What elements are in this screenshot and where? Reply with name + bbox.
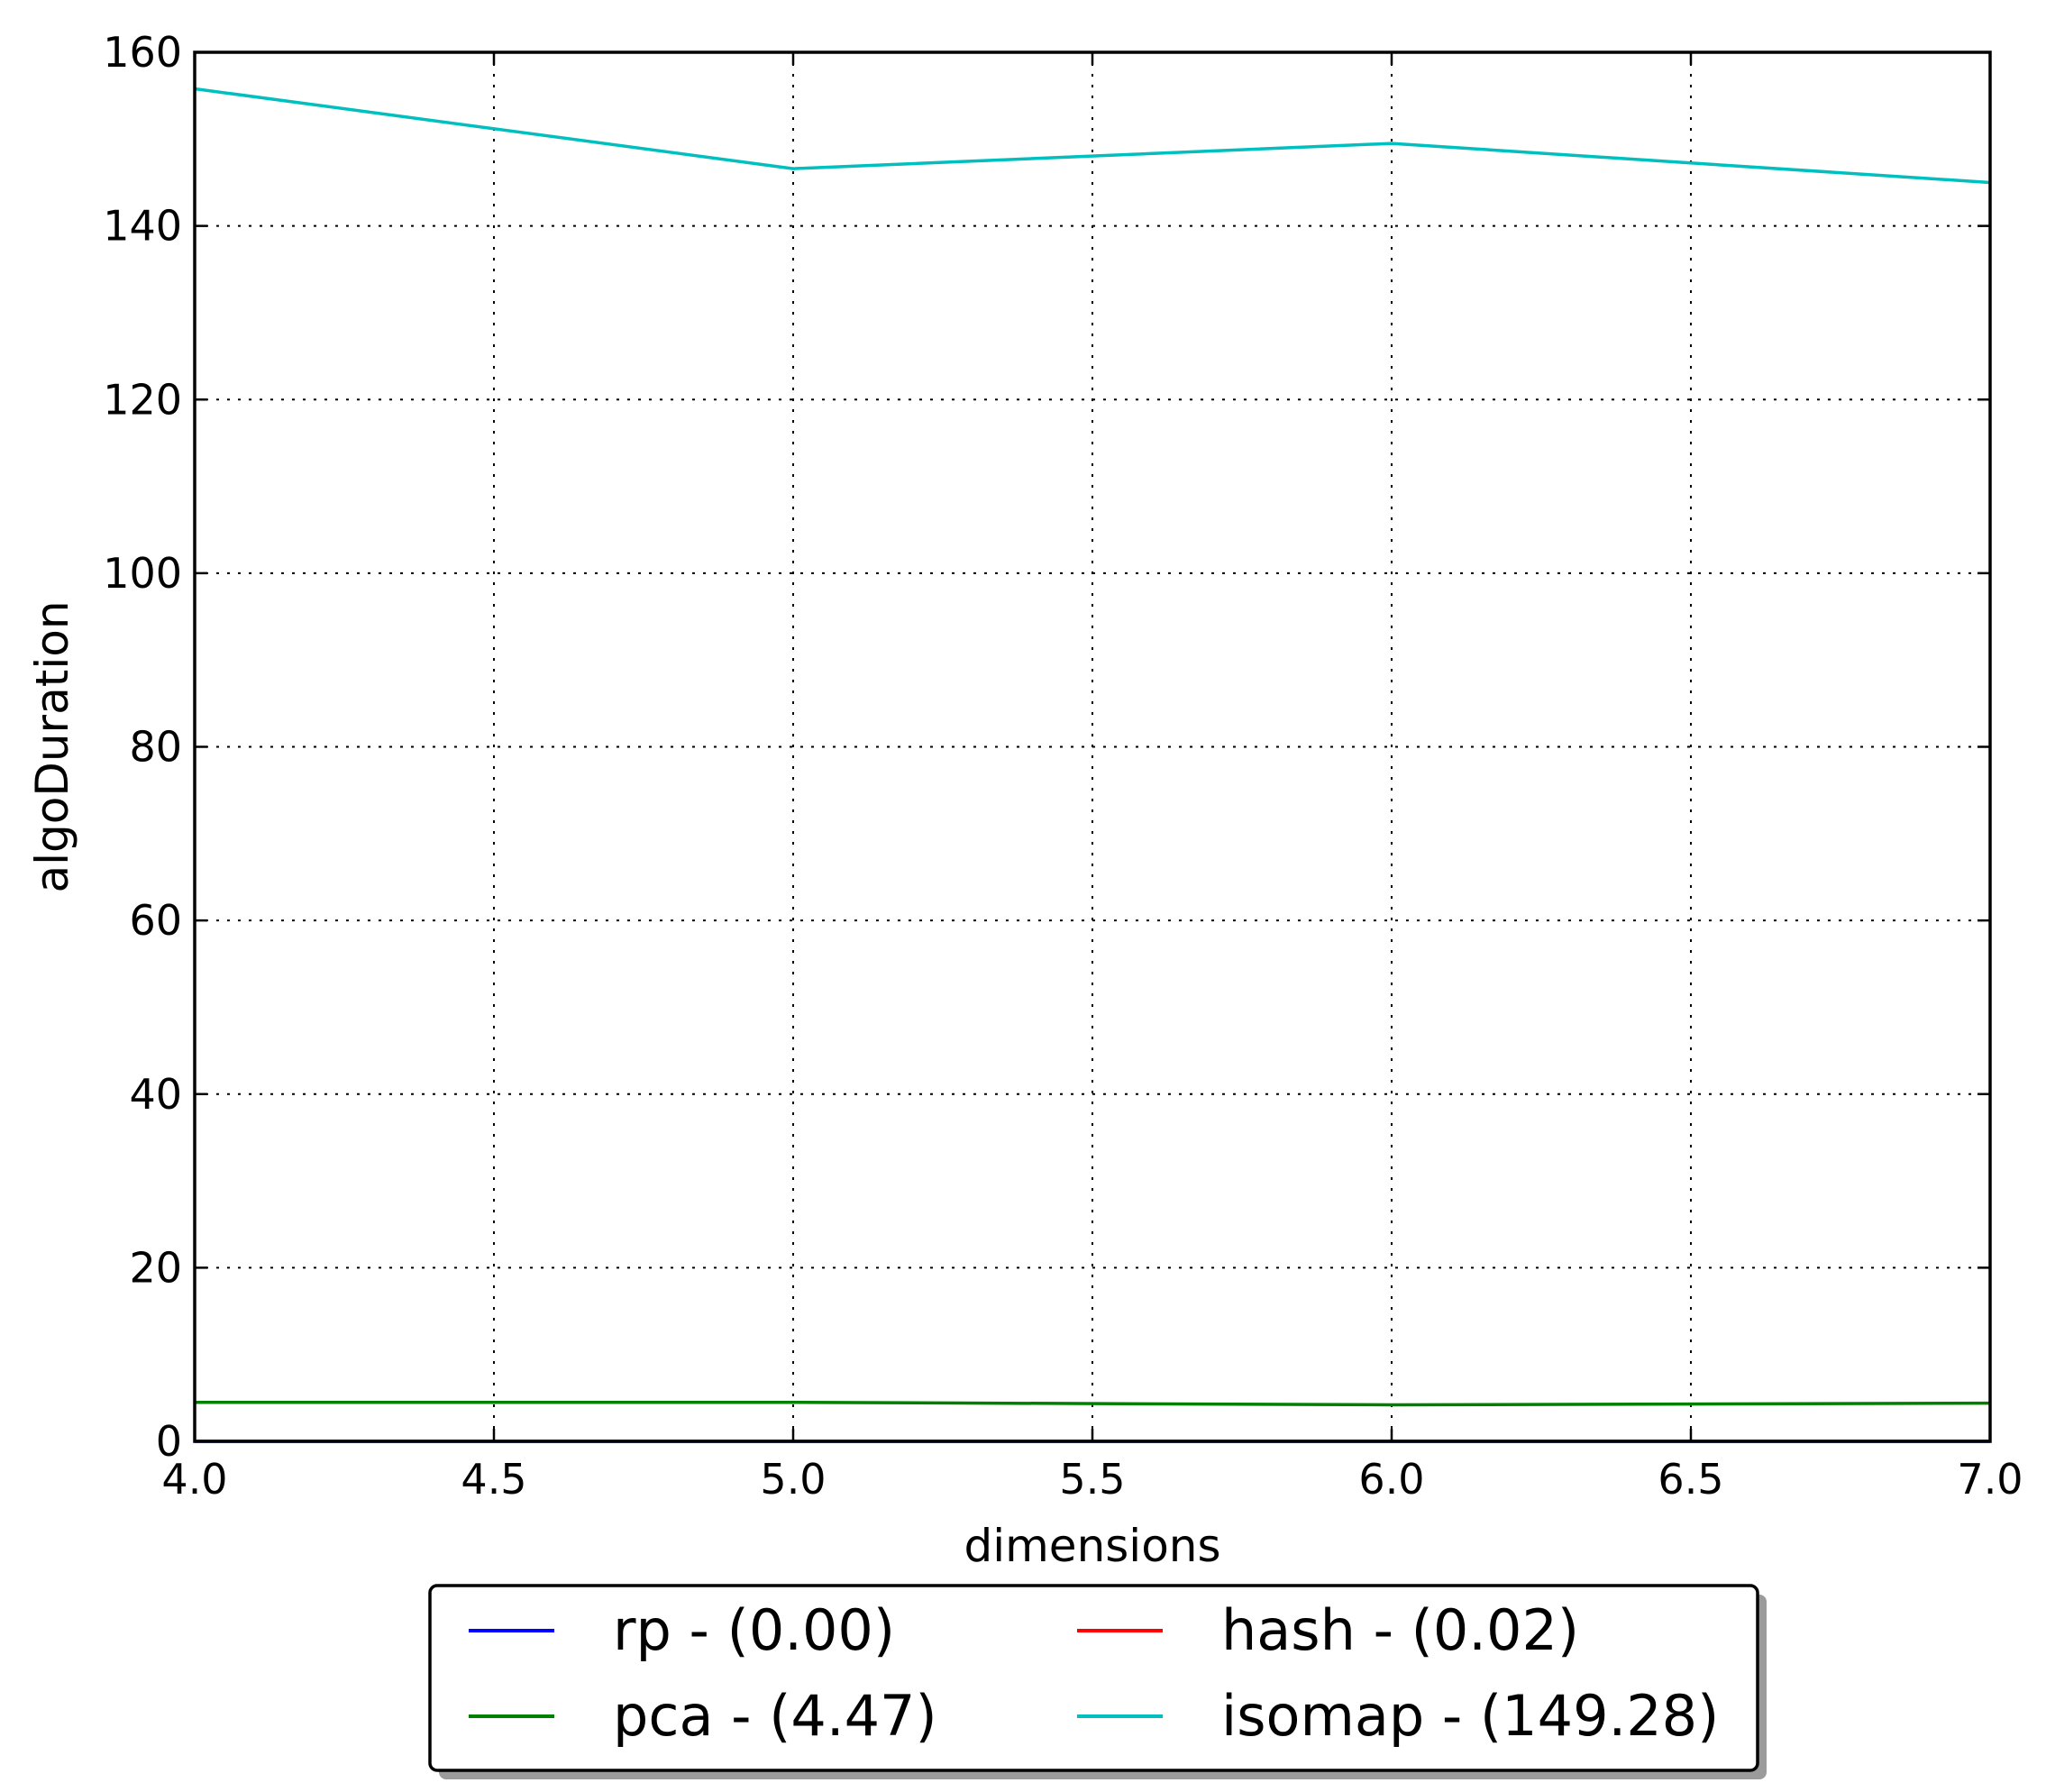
series-line: [195, 1400, 1991, 1407]
y-tick-label: 80: [129, 723, 182, 772]
axis-ticks: 4.0 4.5 5.0 5.5 6.0 6.5 7.0 0 20 40 60 80 100 120 140 1…: [103, 28, 2023, 1504]
y-tick-label: 20: [129, 1243, 182, 1292]
legend-entries: rp - (0.00) hash - (0.02) pca - (4.47) isom…: [469, 1597, 1719, 1749]
y-tick-label: 160: [103, 28, 182, 77]
x-tick-label: 6.0: [1358, 1455, 1424, 1504]
y-axis-label: algoDuration: [26, 600, 78, 892]
y-tick-label: 120: [103, 375, 182, 424]
x-tick-label: 4.0: [161, 1455, 227, 1504]
legend-box: [428, 1584, 1759, 1772]
x-tick-label: 7.0: [1957, 1455, 2023, 1504]
legend-label: pca - (4.47): [613, 1683, 937, 1749]
y-tick-label: 60: [129, 896, 182, 945]
x-tick-label: 5.0: [760, 1455, 826, 1504]
x-tick-label: 5.5: [1059, 1455, 1125, 1504]
series-line: [194, 87, 1991, 185]
legend-label: isomap - (149.28): [1221, 1683, 1719, 1749]
x-axis-label: dimensions: [964, 1520, 1220, 1572]
y-tick-label: 0: [156, 1417, 182, 1466]
y-tick-label: 140: [103, 202, 182, 251]
y-tick-label: 40: [129, 1070, 182, 1119]
x-tick-label: 4.5: [461, 1455, 526, 1504]
y-tick-label: 100: [103, 549, 182, 598]
grid-lines: [195, 52, 1990, 1441]
legend: rp - (0.00) hash - (0.02) pca - (4.47) isom…: [428, 1584, 1767, 1779]
legend-label: rp - (0.00): [613, 1597, 895, 1663]
x-tick-label: 6.5: [1658, 1455, 1723, 1504]
legend-label: hash - (0.02): [1221, 1597, 1579, 1663]
